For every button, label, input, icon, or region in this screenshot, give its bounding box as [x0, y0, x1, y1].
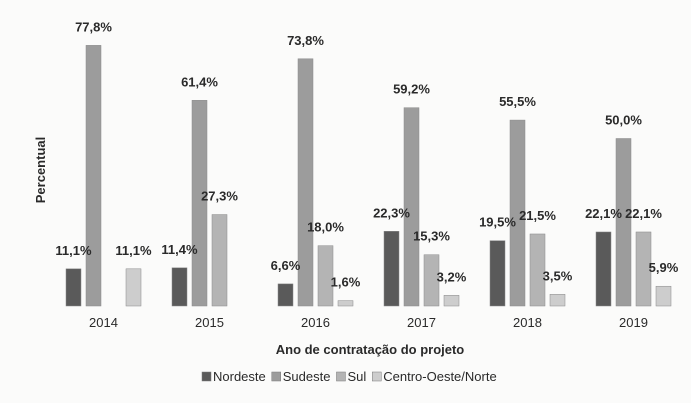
data-label: 22,3% — [373, 205, 410, 220]
bar — [655, 285, 672, 307]
x-axis-title: Ano de contratação do projeto — [276, 342, 465, 357]
x-tick-labels: 2014 2015 2016 2017 2018 2019 — [89, 315, 648, 330]
bar — [443, 295, 460, 307]
data-label: 6,6% — [271, 258, 301, 273]
data-label: 27,3% — [201, 189, 238, 204]
bar — [125, 268, 142, 307]
bar — [615, 138, 632, 307]
data-label: 77,8% — [75, 19, 112, 34]
bar — [277, 283, 294, 307]
bar — [171, 267, 188, 307]
data-label: 3,2% — [437, 269, 467, 284]
data-label: 73,8% — [287, 33, 324, 48]
bar — [635, 231, 652, 307]
x-tick-label: 2016 — [301, 315, 330, 330]
data-label: 5,9% — [649, 260, 679, 275]
data-label: 1,6% — [331, 275, 361, 290]
bar — [595, 231, 612, 307]
data-label: 21,5% — [519, 208, 556, 223]
x-tick-label: 2019 — [619, 315, 648, 330]
legend-swatch — [201, 371, 212, 382]
data-label: 59,2% — [393, 82, 430, 97]
data-label: 55,5% — [499, 94, 536, 109]
data-labels-layer: 11,1% 77,8% 11,1% 11,4% 61,4% 27,3% 6,6% 73,8% 1… — [55, 19, 678, 289]
bar — [211, 214, 228, 307]
legend: Nordeste Sudeste Sul Centro-Oeste/Norte — [201, 369, 497, 384]
legend-label: Centro-Oeste/Norte — [383, 369, 496, 384]
legend-swatch — [336, 371, 346, 382]
data-label: 18,0% — [307, 220, 344, 235]
data-label: 22,1% — [625, 206, 662, 221]
data-label: 61,4% — [181, 74, 218, 89]
x-tick-label: 2015 — [195, 315, 224, 330]
data-label: 19,5% — [479, 215, 516, 230]
legend-label: Sudeste — [283, 369, 331, 384]
bar — [317, 245, 334, 307]
bar — [85, 45, 102, 307]
x-tick-label: 2018 — [513, 315, 542, 330]
bar — [423, 254, 440, 307]
bar — [509, 119, 526, 307]
bar — [383, 231, 400, 307]
bar — [489, 240, 506, 307]
data-label: 11,1% — [115, 243, 152, 258]
data-label: 15,3% — [413, 229, 450, 244]
legend-label: Sul — [347, 369, 366, 384]
legend-swatch — [271, 371, 281, 382]
data-label: 11,4% — [161, 242, 198, 257]
data-label: 11,1% — [55, 243, 92, 258]
legend-swatch — [372, 371, 382, 382]
x-tick-label: 2017 — [407, 315, 436, 330]
bars-layer — [65, 45, 672, 307]
data-label: 50,0% — [605, 113, 642, 128]
bar — [337, 300, 354, 307]
bar — [297, 58, 314, 307]
bar — [549, 294, 566, 307]
bar — [65, 268, 82, 307]
bar — [191, 100, 208, 307]
legend-label: Nordeste — [213, 369, 266, 384]
bar — [403, 107, 420, 307]
data-label: 22,1% — [585, 206, 622, 221]
y-axis-title: Percentual — [33, 137, 48, 203]
data-label: 3,5% — [543, 268, 573, 283]
x-tick-label: 2014 — [89, 315, 118, 330]
bar — [529, 233, 546, 307]
